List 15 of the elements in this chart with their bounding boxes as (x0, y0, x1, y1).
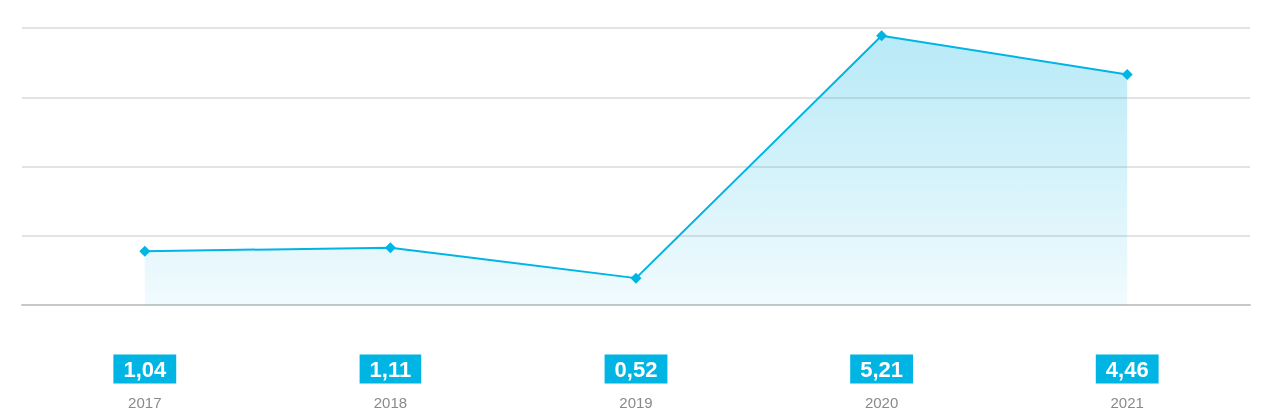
point (1121, 69, 1133, 81)
x-tick-label: 2018 (373, 394, 408, 411)
x-tick-label: 2019 (619, 394, 653, 411)
x-tick-label: 2021 (1110, 394, 1144, 411)
x-tick-label: 2017 (128, 394, 162, 411)
data-label: 4,46 (1105, 356, 1149, 382)
point (139, 245, 151, 257)
point (630, 272, 642, 284)
data-label: 1,04 (123, 356, 167, 382)
point (876, 30, 888, 42)
data-label: 5,21 (860, 356, 904, 382)
data-label: 0,52 (614, 356, 658, 382)
point (384, 242, 396, 254)
data-label: 1,11 (369, 356, 412, 382)
x-tick-label: 2020 (864, 394, 899, 411)
